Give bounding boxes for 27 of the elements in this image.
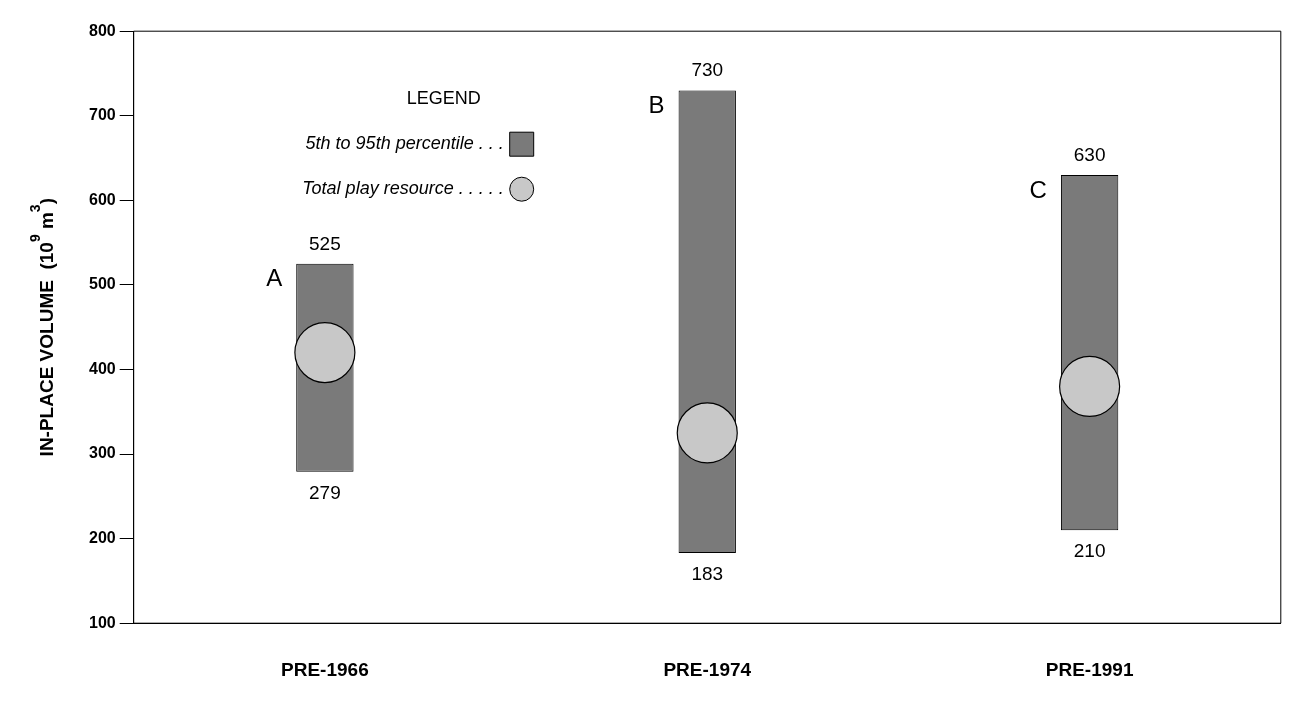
- legend-title: LEGEND: [406, 88, 481, 109]
- x-tick-label: PRE-1974: [663, 658, 752, 680]
- annotation: 210: [1073, 539, 1106, 561]
- annotation: A: [266, 264, 283, 292]
- y-tick-label: 200: [88, 529, 116, 547]
- point: [294, 321, 356, 384]
- y-tick-label: 500: [88, 275, 116, 293]
- y-tick-label: 100: [88, 613, 116, 631]
- annotation: 525: [309, 232, 341, 254]
- y-axis-title: IN-PLACE VOLUME (109 m3): [26, 198, 58, 457]
- point: [676, 402, 738, 464]
- annotation: 630: [1073, 143, 1106, 165]
- annotation: 183: [691, 562, 724, 584]
- legend-label: Total play resource . . . . .: [302, 178, 504, 199]
- y-tick-label: 300: [88, 444, 116, 462]
- annotation: 730: [691, 59, 724, 81]
- x-tick-label: PRE-1991: [1045, 658, 1134, 680]
- point: [1059, 355, 1121, 417]
- annotation: B: [648, 91, 665, 119]
- y-tick-label: 400: [88, 359, 116, 377]
- legend-label: 5th to 95th percentile . . .: [305, 133, 504, 154]
- annotation: C: [1029, 175, 1047, 203]
- y-tick-label: 600: [88, 190, 116, 208]
- y-tick-label: 700: [88, 106, 116, 124]
- annotation: 279: [309, 481, 341, 503]
- y-tick-label: 800: [88, 21, 116, 39]
- x-tick-label: PRE-1966: [281, 658, 369, 680]
